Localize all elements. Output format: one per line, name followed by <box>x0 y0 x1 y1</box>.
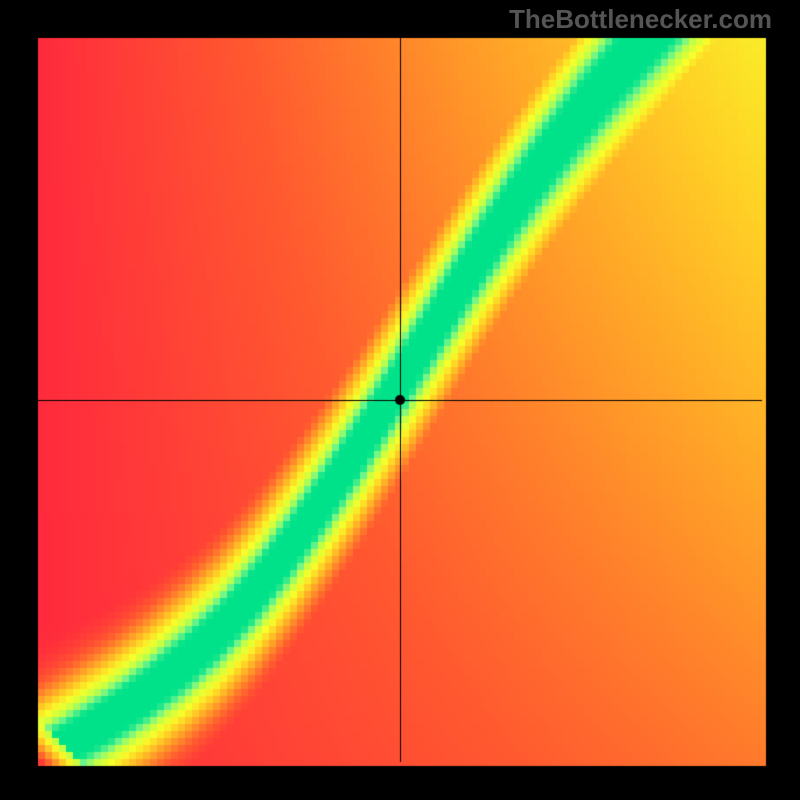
chart-container: TheBottlenecker.com <box>0 0 800 800</box>
heatmap-canvas <box>0 0 800 800</box>
watermark-text: TheBottlenecker.com <box>509 4 772 35</box>
